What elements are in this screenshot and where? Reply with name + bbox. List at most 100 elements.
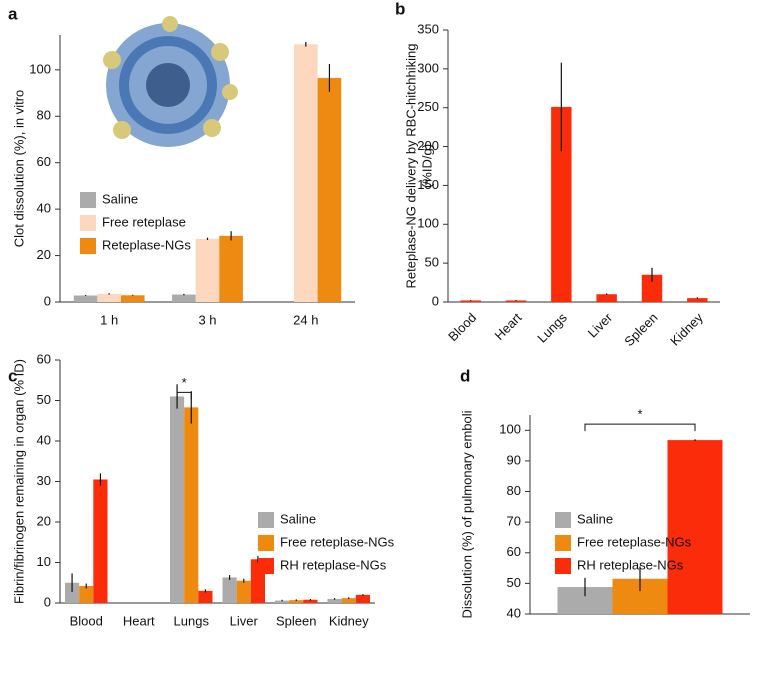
y-tick-label: 100: [29, 61, 51, 76]
y-axis-label: Dissolution (%) of pulmonary emboli: [459, 410, 474, 618]
bar: [93, 479, 108, 603]
bar: [551, 106, 572, 303]
x-tick-label: Blood: [70, 613, 103, 628]
y-axis-label: Fibrin/fibrinogen remaining in organ (% …: [11, 359, 26, 604]
x-tick-label: Liver: [230, 613, 259, 628]
y-tick-label: 0: [44, 594, 51, 609]
y-tick-label: 20: [37, 513, 51, 528]
bar: [289, 600, 304, 603]
bar: [79, 585, 94, 603]
y-tick-label: 40: [507, 605, 521, 620]
bar: [641, 274, 663, 302]
significance-label: *: [182, 375, 187, 390]
bar: [184, 407, 199, 603]
y-tick-label: 0: [432, 293, 439, 308]
bar: [195, 238, 220, 302]
x-tick-label: Kidney: [329, 613, 369, 628]
panel-label: d: [460, 366, 470, 385]
y-tick-label: 50: [425, 255, 439, 270]
y-axis-label: Reteplase-NG delivery by RBC-hitchhiking: [403, 44, 418, 289]
legend-label: Reteplase-NGs: [102, 237, 191, 252]
legend-swatch: [555, 558, 571, 574]
bar: [169, 396, 185, 603]
x-tick-label: Liver: [585, 309, 616, 340]
bar: [222, 577, 237, 603]
y-tick-label: 70: [507, 514, 521, 529]
legend-swatch: [555, 512, 571, 528]
y-tick-label: 90: [507, 452, 521, 467]
legend-swatch: [258, 558, 274, 574]
legend-swatch: [555, 535, 571, 551]
legend-swatch: [80, 238, 96, 254]
y-tick-label: 60: [507, 544, 521, 559]
legend-label: Free reteplase-NGs: [280, 534, 395, 549]
legend-label: RH reteplase-NGs: [577, 557, 684, 572]
bar: [198, 590, 213, 603]
significance-bracket: [176, 391, 192, 400]
bar: [460, 300, 481, 302]
legend-swatch: [80, 215, 96, 231]
y-tick-label: 60: [37, 351, 51, 366]
legend-label: Free reteplase-NGs: [577, 534, 692, 549]
bar: [172, 294, 196, 302]
y-tick-label: 20: [37, 247, 51, 262]
significance-label: *: [637, 407, 642, 422]
y-tick-label: 100: [499, 422, 521, 437]
y-tick-label: 60: [37, 154, 51, 169]
x-tick-label: Lungs: [534, 310, 570, 346]
bar: [303, 599, 318, 603]
panel-label: a: [8, 4, 18, 23]
x-tick-label: Spleen: [276, 613, 316, 628]
bar: [97, 293, 121, 302]
y-tick-label: 350: [417, 21, 439, 36]
legend-label: Free reteplase: [102, 214, 186, 229]
bar: [64, 582, 80, 603]
y-tick-label: 50: [37, 392, 51, 407]
nanogel-illustration: [103, 16, 238, 147]
x-tick-label: 3 h: [198, 312, 216, 327]
bar: [341, 598, 356, 603]
x-tick-label: Heart: [491, 310, 524, 343]
bar: [274, 600, 290, 603]
y-tick-label: 200: [417, 138, 439, 153]
legend-swatch: [80, 192, 96, 208]
y-tick-label: 30: [37, 473, 51, 488]
bar: [327, 598, 342, 603]
x-tick-label: 1 h: [100, 312, 118, 327]
y-tick-label: 300: [417, 60, 439, 75]
panel-label: b: [395, 0, 405, 18]
y-tick-label: 250: [417, 99, 439, 114]
x-tick-label: Heart: [123, 613, 155, 628]
bar: [596, 294, 617, 302]
bar: [73, 295, 98, 302]
y-tick-label: 40: [37, 201, 51, 216]
y-axis-label: Clot dissolution (%), in vitro: [11, 90, 26, 248]
bar: [355, 594, 371, 603]
y-tick-label: 150: [417, 177, 439, 192]
bar: [236, 580, 251, 603]
legend-label: Saline: [280, 511, 316, 526]
bar: [294, 44, 318, 302]
y-tick-label: 80: [507, 483, 521, 498]
bar: [667, 440, 723, 614]
y-tick-label: 0: [44, 293, 51, 308]
bar: [687, 298, 708, 302]
bar: [317, 77, 342, 302]
legend-label: RH reteplase-NGs: [280, 557, 387, 572]
y-tick-label: 50: [507, 575, 521, 590]
significance-bracket: [584, 423, 696, 432]
bar: [120, 295, 145, 302]
y-tick-label: 40: [37, 432, 51, 447]
x-tick-label: Kidney: [667, 310, 706, 349]
x-tick-label: Spleen: [621, 310, 660, 349]
y-tick-label: 80: [37, 108, 51, 123]
x-tick-label: Blood: [445, 310, 479, 344]
bar: [219, 235, 243, 302]
panel-label: c: [8, 366, 17, 385]
legend-label: Saline: [577, 511, 613, 526]
legend-swatch: [258, 512, 274, 528]
y-tick-label: 100: [417, 216, 439, 231]
x-tick-label: Lungs: [174, 613, 210, 628]
x-tick-label: 24 h: [293, 312, 318, 327]
